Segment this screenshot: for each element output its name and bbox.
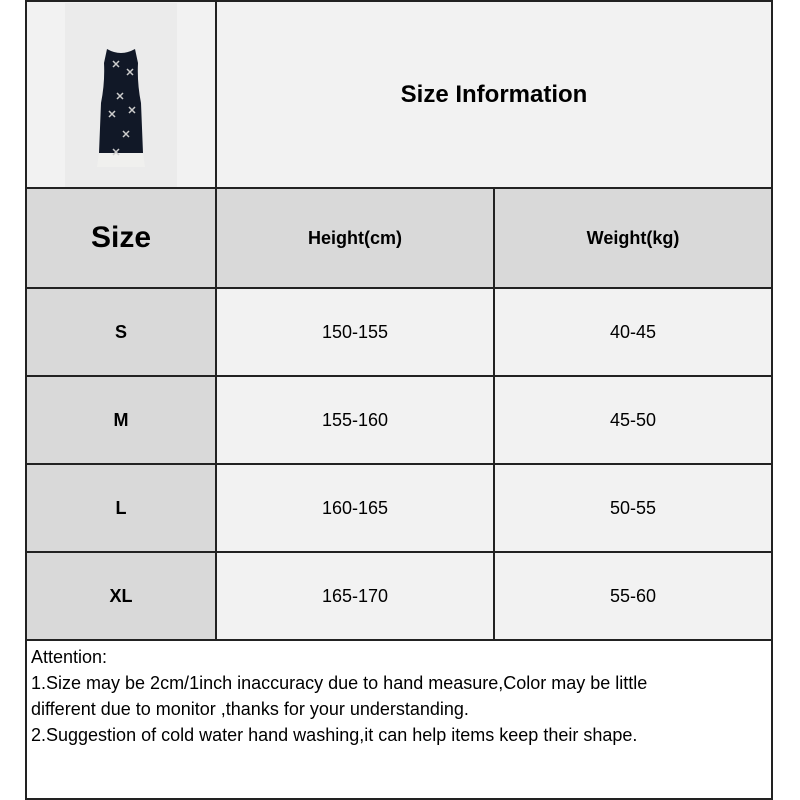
height-cell: 150-155 — [217, 289, 495, 377]
header-size: Size — [27, 189, 217, 289]
attention-line: different due to monitor ,thanks for you… — [31, 699, 469, 719]
size-cell: M — [27, 377, 217, 465]
size-cell: XL — [27, 553, 217, 641]
attention-heading: Attention: — [31, 647, 108, 667]
weight-cell: 40-45 — [495, 289, 771, 377]
size-chart-table — [25, 0, 773, 800]
weight-cell: 55-60 — [495, 553, 771, 641]
height-cell: 155-160 — [217, 377, 495, 465]
size-cell: L — [27, 465, 217, 553]
attention-note: Attention: 1.Size may be 2cm/1inch inacc… — [27, 642, 771, 798]
weight-cell: 45-50 — [495, 377, 771, 465]
height-cell: 160-165 — [217, 465, 495, 553]
weight-cell: 50-55 — [495, 465, 771, 553]
page-title: Size Information — [217, 2, 771, 189]
dress-product-image — [65, 2, 177, 187]
attention-line: 2.Suggestion of cold water hand washing,… — [31, 725, 638, 745]
size-cell: S — [27, 289, 217, 377]
attention-line: 1.Size may be 2cm/1inch inaccuracy due t… — [31, 673, 648, 693]
product-image-cell — [27, 2, 217, 189]
height-cell: 165-170 — [217, 553, 495, 641]
header-weight: Weight(kg) — [495, 189, 771, 289]
header-height: Height(cm) — [217, 189, 495, 289]
